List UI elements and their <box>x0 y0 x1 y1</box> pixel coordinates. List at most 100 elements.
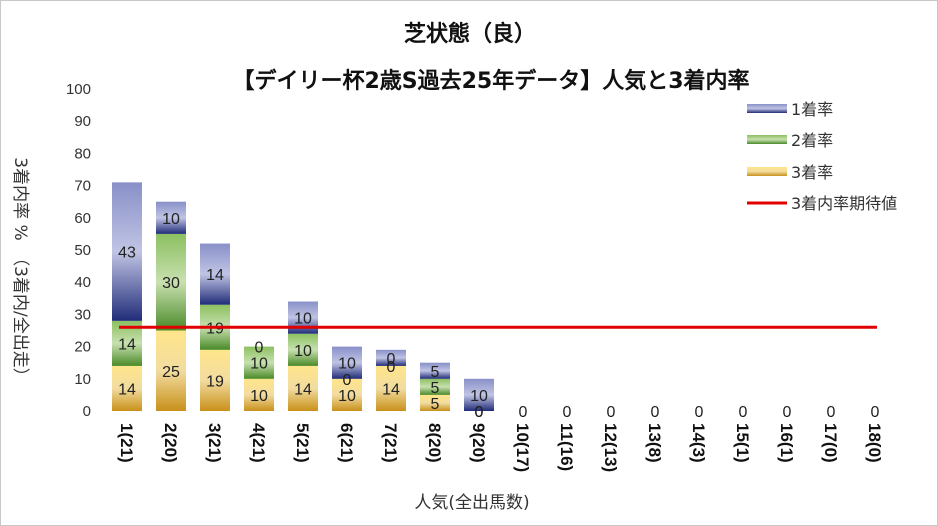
data-label-third: 0 <box>475 404 484 421</box>
data-label-first: 0 <box>695 404 704 421</box>
legend-label-1st: 1着率 <box>791 100 833 119</box>
data-label-second: 0 <box>343 372 352 389</box>
x-tick-label: 5(21) <box>293 423 312 463</box>
x-tick-label: 11(16) <box>557 423 576 471</box>
bar-third <box>156 330 186 411</box>
data-label-second: 0 <box>475 404 484 421</box>
y-axis-label: 3着内率 % （3着内/全出走） <box>10 157 30 384</box>
y-tick-label: 100 <box>66 81 91 98</box>
x-tick-label: 8(20) <box>425 423 444 463</box>
y-tick-label: 60 <box>74 210 91 227</box>
data-label-first: 0 <box>519 404 528 421</box>
x-tick-label: 18(0) <box>865 423 884 463</box>
data-label-group: 1414432530101919141010014101010010140055… <box>118 211 879 421</box>
data-label-first: 0 <box>827 404 836 421</box>
bar-third <box>112 365 142 411</box>
x-tick-label: 12(13) <box>601 423 620 472</box>
data-label-second: 0 <box>387 359 396 376</box>
data-label-second: 30 <box>162 275 180 292</box>
data-label-first: 0 <box>255 340 264 357</box>
x-tick-label: 17(0) <box>821 423 840 463</box>
y-tick-label: 90 <box>74 113 91 130</box>
bar-third <box>244 378 274 411</box>
data-label-third: 14 <box>118 381 136 398</box>
x-tick-label: 14(3) <box>689 423 708 463</box>
data-label-first: 0 <box>387 351 396 368</box>
x-tick-label: 2(20) <box>161 423 180 463</box>
bar-third <box>288 365 318 411</box>
legend-label-expected: 3着内率期待値 <box>791 194 897 213</box>
x-axis-label: 人気(全出馬数) <box>414 493 529 513</box>
legend-label-3rd: 3着率 <box>791 163 833 182</box>
data-label-first: 0 <box>607 404 616 421</box>
data-label-second: 14 <box>118 336 136 353</box>
x-tick-label: 1(21) <box>117 423 136 463</box>
data-label-first: 0 <box>563 404 572 421</box>
bar-first <box>420 362 450 379</box>
data-label-third: 10 <box>338 388 356 405</box>
x-tick-label: 13(8) <box>645 423 664 463</box>
y-tick-label: 0 <box>83 403 91 420</box>
legend-label-2nd: 2着率 <box>791 131 833 150</box>
legend-swatch-1st <box>747 104 787 113</box>
y-tick-label: 40 <box>74 274 91 291</box>
bar-third <box>420 394 450 411</box>
bar-first <box>200 243 230 305</box>
bar-third <box>200 349 230 411</box>
data-label-first: 10 <box>162 211 180 228</box>
data-label-second: 10 <box>294 343 312 360</box>
bar-second <box>156 233 186 331</box>
bar-first <box>156 201 186 234</box>
data-label-third: 25 <box>162 364 180 381</box>
data-label-first: 0 <box>783 404 792 421</box>
y-tick-label: 80 <box>74 145 91 162</box>
bar-first <box>464 378 494 411</box>
legend: 1着率 2着率 3着率 3着内率期待値 <box>747 100 897 213</box>
data-label-second: 10 <box>250 356 268 373</box>
legend-swatch-2nd <box>747 135 787 144</box>
data-label-third: 10 <box>250 388 268 405</box>
data-label-first: 43 <box>118 245 136 262</box>
y-tick-label: 50 <box>74 242 91 259</box>
data-label-first: 14 <box>206 267 224 284</box>
bar-third <box>376 365 406 411</box>
bar-first <box>112 182 142 321</box>
bar-second <box>420 378 450 395</box>
data-label-first: 10 <box>338 356 356 373</box>
x-tick-label: 15(1) <box>733 423 752 463</box>
bar-third <box>332 378 362 411</box>
data-label-first: 5 <box>431 364 440 381</box>
x-tick-label: 4(21) <box>249 423 268 463</box>
data-label-first: 0 <box>651 404 660 421</box>
x-tick-label: 10(17) <box>513 423 532 472</box>
data-label-third: 19 <box>206 373 224 390</box>
x-axis-ticks: 1(21) 2(20) 3(21) 4(21) 5(21) 6(21) 7(21) 8(20)… <box>117 423 884 472</box>
y-axis-ticks: 0 10 20 30 40 50 60 70 80 90 100 <box>66 81 91 420</box>
data-label-third: 14 <box>294 381 312 398</box>
x-tick-label: 7(21) <box>381 423 400 463</box>
bar-second <box>244 346 274 379</box>
data-label-third: 5 <box>431 396 440 413</box>
y-tick-label: 70 <box>74 178 91 195</box>
bar-first <box>332 346 362 379</box>
data-label-second: 5 <box>431 380 440 397</box>
bar-first <box>376 349 406 366</box>
data-label-first: 10 <box>470 388 488 405</box>
legend-swatch-3rd <box>747 167 787 176</box>
data-label-first: 0 <box>871 404 880 421</box>
x-tick-label: 16(1) <box>777 423 796 463</box>
bar-second <box>288 333 318 366</box>
x-tick-label: 9(20) <box>469 423 488 463</box>
chart-title: 芝状態（良） <box>404 21 536 47</box>
data-label-first: 0 <box>739 404 748 421</box>
data-label-third: 14 <box>382 381 400 398</box>
y-tick-label: 20 <box>74 339 91 356</box>
y-tick-label: 10 <box>74 371 91 388</box>
x-tick-label: 6(21) <box>337 423 356 463</box>
data-label-first: 10 <box>294 311 312 328</box>
y-tick-label: 30 <box>74 306 91 323</box>
chart-subtitle: 【デイリー杯2歳S過去25年データ】人気と3着内率 <box>232 68 749 94</box>
x-tick-label: 3(21) <box>205 423 224 463</box>
